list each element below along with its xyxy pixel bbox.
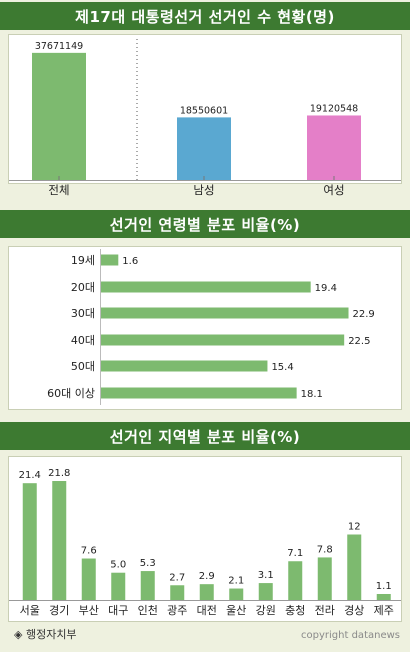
chart2-category-label-1: 20대: [71, 281, 95, 294]
chart2-value-label-4: 15.4: [271, 362, 293, 373]
chart2-category-label-4: 50대: [71, 360, 95, 373]
chart1-category-label-2: 여성: [323, 183, 344, 197]
chart3-category-label-1: 경기: [49, 604, 69, 617]
copyright-label: copyright datanews: [301, 630, 400, 641]
chart3-value-label-5: 2.7: [169, 572, 185, 583]
chart3-bar-0: [22, 483, 37, 600]
chart3-value-label-10: 7.8: [317, 544, 333, 555]
chart1-bar-2: [307, 115, 361, 180]
chart3-category-label-4: 인천: [138, 603, 158, 617]
chart2-value-label-0: 1.6: [122, 256, 138, 267]
chart3-value-label-9: 7.1: [287, 548, 303, 559]
chart1-category-label-1: 남성: [193, 183, 214, 197]
chart2-value-label-1: 19.4: [315, 283, 337, 294]
chart3-value-label-2: 7.6: [81, 546, 97, 557]
chart3-value-label-8: 3.1: [258, 570, 274, 581]
chart3-value-label-0: 21.4: [19, 470, 41, 481]
chart2-value-label-3: 22.5: [348, 336, 370, 347]
chart3-bar-4: [140, 571, 155, 600]
chart3-category-label-0: 서울: [20, 604, 40, 617]
chart3-value-label-3: 5.0: [110, 560, 126, 571]
chart2-bar-1: [101, 281, 311, 293]
chart2-category-label-5: 60대 이상: [47, 387, 95, 400]
chart2-title-banner: 선거인 연령별 분포 비율(%): [0, 210, 410, 238]
chart3-bar-7: [229, 588, 244, 600]
chart1-category-label-0: 전체: [48, 183, 69, 197]
chart3-category-label-2: 부산: [79, 604, 99, 617]
chart3-bar-9: [288, 561, 303, 600]
chart3-panel: 21.4 서울 21.8 경기 7.6 부산 5.0 대구 5.3 인천 2.7 광주 2.9 대전 2.1…: [8, 456, 402, 622]
chart3-category-label-9: 충청: [285, 604, 305, 617]
chart3-bar-10: [317, 557, 332, 600]
chart3-category-label-6: 대전: [197, 604, 217, 617]
chart1-value-label-1: 18550601: [180, 105, 228, 116]
chart3-value-label-4: 5.3: [140, 558, 156, 569]
chart1-panel: 37671149 전체 18550601 남성 19120548 여성: [8, 34, 402, 197]
age-distribution-chart: 19세 1.6 20대 19.4 30대 22.9 40대 22.5 50대 15.4 60대 이상…: [47, 249, 375, 405]
chart1-title-banner: 제17대 대통령선거 선거인 수 현황(명): [0, 2, 410, 30]
chart1-bar-1: [177, 117, 231, 180]
chart3-category-label-12: 제주: [374, 604, 394, 617]
chart2-bar-0: [101, 254, 119, 266]
chart1-value-label-2: 19120548: [310, 103, 358, 114]
source-label: ◈ 행정자치부: [14, 628, 77, 641]
chart2-bar-3: [101, 334, 345, 346]
region-distribution-chart: 21.4 서울 21.8 경기 7.6 부산 5.0 대구 5.3 인천 2.7 광주 2.9 대전 2.1…: [9, 468, 401, 617]
chart3-category-label-7: 울산: [226, 604, 246, 617]
chart2-value-label-2: 22.9: [353, 309, 375, 320]
chart2-bar-4: [101, 360, 268, 372]
chart1-value-label-0: 37671149: [35, 41, 83, 52]
chart3-bar-2: [81, 558, 96, 600]
chart2-bar-5: [101, 387, 297, 399]
chart3-bar-11: [347, 534, 362, 600]
chart1-bar-0: [32, 52, 86, 180]
chart3-bar-12: [376, 593, 391, 600]
chart3-bar-3: [111, 572, 126, 600]
chart3-value-label-1: 21.8: [48, 468, 70, 479]
chart3-title-banner: 선거인 지역별 분포 비율(%): [0, 422, 410, 450]
chart3-category-label-5: 광주: [167, 604, 187, 617]
chart3-category-label-11: 경상: [344, 604, 364, 617]
chart3-value-label-12: 1.1: [376, 581, 392, 592]
chart3-bar-1: [52, 481, 67, 600]
chart2-category-label-3: 40대: [71, 334, 95, 347]
chart2-category-label-2: 30대: [71, 307, 95, 320]
chart2-panel: 19세 1.6 20대 19.4 30대 22.9 40대 22.5 50대 15.4 60대 이상…: [8, 246, 402, 410]
chart3-category-label-8: 강원: [256, 604, 276, 617]
chart3-category-label-10: 전라: [315, 604, 335, 617]
chart2-bar-2: [101, 307, 349, 319]
chart2-category-label-0: 19세: [71, 254, 95, 267]
chart3-value-label-7: 2.1: [228, 576, 244, 587]
chart3-value-label-11: 12: [348, 522, 361, 533]
chart3-bar-8: [258, 583, 273, 600]
chart3-category-label-3: 대구: [108, 604, 128, 617]
chart3-bar-6: [199, 584, 214, 600]
voter-count-chart: 37671149 전체 18550601 남성 19120548 여성: [9, 39, 401, 197]
chart2-value-label-5: 18.1: [301, 389, 323, 400]
chart3-value-label-6: 2.9: [199, 571, 215, 582]
chart3-bar-5: [170, 585, 185, 600]
